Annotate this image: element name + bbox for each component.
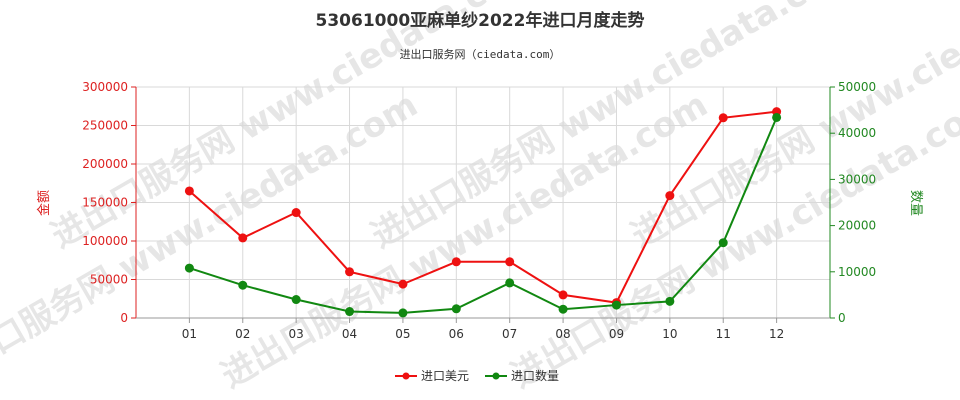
x-tick-label: 04 [342,327,357,341]
x-axis-ticks: 01 02 03 04 05 06 07 08 09 10 11 12 [182,318,784,341]
data-point [665,191,675,201]
left-tick-label: 300000 [82,80,128,94]
series-1 [184,107,782,308]
series-2 [184,112,782,318]
data-point [345,307,355,317]
x-tick-label: 08 [555,327,570,341]
x-tick-label: 06 [449,327,464,341]
data-point [665,296,675,306]
left-axis-ticks: 0 50000 100000 150000 200000 250000 300000 [82,80,136,325]
data-point [238,233,248,243]
x-tick-label: 09 [609,327,624,341]
right-tick-label: 50000 [838,80,876,94]
x-tick-label: 05 [395,327,410,341]
data-point [558,290,568,300]
data-point [184,263,194,273]
chart-title: 53061000亚麻单纱2022年进口月度走势 [316,10,645,31]
right-tick-label: 30000 [838,172,876,186]
data-point [718,238,728,248]
right-tick-label: 10000 [838,265,876,279]
left-axis-label: 金额 [36,190,52,216]
right-tick-label: 40000 [838,126,876,140]
right-axis-label: 数量 [908,190,923,216]
left-tick-label: 100000 [82,234,128,248]
legend: 进口美元 进口数量 [395,368,559,383]
data-point [772,112,782,122]
legend-label-quantity: 进口数量 [511,368,559,383]
data-point [718,113,728,123]
legend-item-quantity[interactable]: 进口数量 [485,368,559,383]
data-point [451,304,461,314]
chart-subtitle: 进出口服务网（ciedata.com） [400,47,561,61]
x-tick-label: 02 [235,327,250,341]
series-line [188,110,777,304]
data-point [611,300,621,310]
left-tick-label: 200000 [82,157,128,171]
data-point [558,304,568,314]
x-tick-label: 03 [289,327,304,341]
data-point [451,257,461,267]
data-point [345,267,355,277]
x-tick-label: 12 [769,327,784,341]
data-point [291,295,301,305]
data-point [505,278,515,288]
legend-marker-quantity [492,372,500,380]
legend-label-amount: 进口美元 [421,369,469,383]
x-tick-label: 07 [502,327,517,341]
data-point [291,208,301,218]
data-point [398,279,408,289]
left-tick-label: 0 [120,311,128,325]
x-tick-label: 10 [662,327,677,341]
left-tick-label: 250000 [82,119,128,133]
data-point [398,308,408,318]
series-layer [184,107,782,318]
legend-item-amount[interactable]: 进口美元 [395,369,469,383]
data-point [505,257,515,267]
right-axis-ticks: 0 10000 20000 30000 40000 50000 [830,80,876,325]
x-tick-label: 11 [716,327,731,341]
left-tick-label: 50000 [90,273,128,287]
right-tick-label: 0 [838,311,846,325]
left-tick-label: 150000 [82,196,128,210]
legend-marker-amount [402,372,410,380]
right-tick-label: 20000 [838,219,876,233]
x-tick-label: 01 [182,327,197,341]
series-line [189,117,778,314]
data-point [184,186,194,196]
data-point [238,280,248,290]
